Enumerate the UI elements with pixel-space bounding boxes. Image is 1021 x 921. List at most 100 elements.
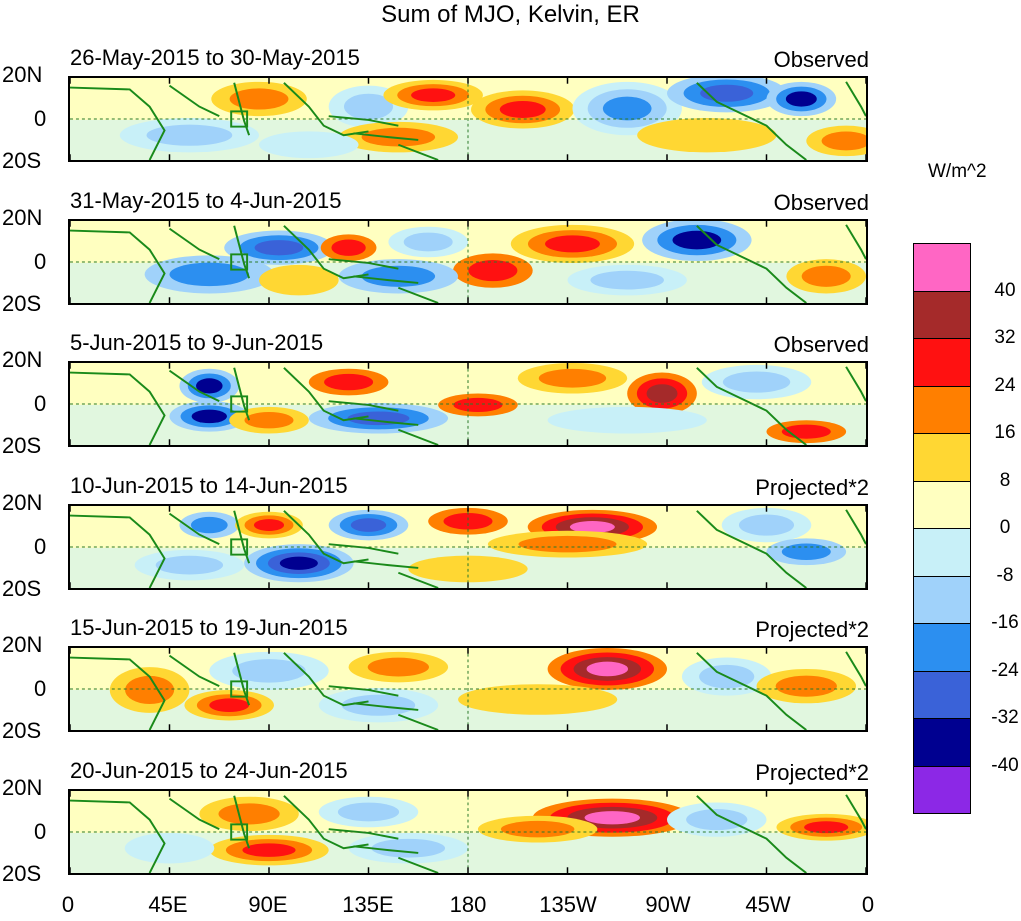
anomaly-contour xyxy=(242,843,296,857)
panel-date-range: 26-May-2015 to 30-May-2015 xyxy=(70,45,360,70)
anomaly-contour xyxy=(254,240,304,256)
y-tick-label: 20N xyxy=(2,62,43,87)
anomaly-contour xyxy=(584,811,640,825)
coastline xyxy=(328,115,419,141)
colorbar-segment xyxy=(913,385,971,434)
y-tick-label: 20N xyxy=(2,347,43,372)
panel-date-range: 31-May-2015 to 4-Jun-2015 xyxy=(70,188,342,213)
y-tick-label: 0 xyxy=(34,676,47,701)
coastline xyxy=(397,856,439,873)
panel-tag: Projected*2 xyxy=(755,617,869,642)
panel-tag: Observed xyxy=(773,47,869,72)
y-tick-label: 20N xyxy=(2,775,43,800)
reference-box xyxy=(230,110,249,128)
coastline xyxy=(168,369,220,402)
anomaly-contour xyxy=(801,265,851,287)
y-tick-label: 20S xyxy=(2,861,42,886)
coastline xyxy=(696,652,807,730)
anomaly-contour xyxy=(371,838,446,858)
colorbar-label: -8 xyxy=(996,564,1014,586)
colorbar-segment xyxy=(913,765,971,814)
y-tick-label: 20N xyxy=(2,205,43,230)
anomaly-map xyxy=(68,76,868,162)
y-tick-label: 20S xyxy=(2,576,42,601)
coastline xyxy=(397,428,439,445)
coastline xyxy=(70,371,166,445)
coastline xyxy=(283,367,369,422)
coastline xyxy=(70,656,166,730)
anomaly-field xyxy=(70,221,866,303)
coastline xyxy=(233,82,251,136)
chart-title: Sum of MJO, Kelvin, ER xyxy=(381,1,640,28)
x-tick-label: 180 xyxy=(449,892,487,917)
coastline xyxy=(845,651,866,687)
coastline xyxy=(283,795,369,850)
units-label: W/m^2 xyxy=(928,161,987,182)
anomaly-contour xyxy=(279,556,318,570)
coastline xyxy=(70,799,166,873)
map-panel: 31-May-2015 to 4-Jun-2015 Observed 20N 0 20S xyxy=(0,0,1021,315)
anomaly-contour xyxy=(785,91,817,107)
x-tick-label: 90W xyxy=(645,892,691,917)
reference-box xyxy=(230,395,249,413)
colorbar-label: 40 xyxy=(994,279,1016,301)
y-tick-label: 0 xyxy=(34,391,47,416)
y-tick-label: 20S xyxy=(2,291,42,316)
panel-tag: Projected*2 xyxy=(755,475,869,500)
anomaly-contour xyxy=(804,821,849,834)
anomaly-contour xyxy=(232,659,306,683)
x-tick-label: 0 xyxy=(61,892,75,917)
y-tick-label: 20S xyxy=(2,433,42,458)
anomaly-field xyxy=(70,791,866,873)
anomaly-contour xyxy=(545,235,600,253)
coastline xyxy=(328,543,419,569)
coastline xyxy=(168,797,220,830)
anomaly-contour xyxy=(403,232,453,252)
panel-date-range: 10-Jun-2015 to 14-Jun-2015 xyxy=(70,473,348,498)
colorbar-label: -40 xyxy=(991,754,1019,776)
colorbar-label: 8 xyxy=(999,469,1011,491)
anomaly-contour xyxy=(124,832,215,864)
anomaly-contour xyxy=(468,260,518,282)
anomaly-contour xyxy=(350,518,387,532)
coastline xyxy=(283,652,369,707)
anomaly-contour xyxy=(722,371,791,393)
panel-tag: Projected*2 xyxy=(755,760,869,785)
panel-date-range: 5-Jun-2015 to 9-Jun-2015 xyxy=(70,330,324,355)
anomaly-contour xyxy=(518,535,617,553)
coastline xyxy=(328,400,419,426)
colorbar-segment xyxy=(913,575,971,624)
anomaly-contour xyxy=(672,230,722,250)
y-tick-label: 20S xyxy=(2,718,42,743)
anomaly-contour xyxy=(253,519,285,532)
anomaly-contour xyxy=(686,809,748,831)
colorbar-label: 32 xyxy=(994,327,1016,348)
anomaly-contour xyxy=(344,93,393,120)
coastline xyxy=(845,224,866,260)
y-tick-label: 20N xyxy=(2,632,43,657)
reference-box xyxy=(230,538,249,556)
anomaly-contour xyxy=(125,675,175,705)
colorbar-label: -24 xyxy=(991,659,1019,681)
colorbar-segment xyxy=(913,480,971,529)
anomaly-contour xyxy=(337,802,400,822)
reference-box xyxy=(230,253,249,271)
x-tick-label: 0 xyxy=(861,892,875,917)
y-tick-label: 0 xyxy=(34,534,47,559)
y-tick-label: 0 xyxy=(34,106,47,131)
anomaly-field xyxy=(70,363,866,445)
colorbar xyxy=(913,243,971,814)
coastline xyxy=(696,225,807,303)
y-tick-label: 20N xyxy=(2,490,43,515)
anomaly-field xyxy=(70,78,866,160)
coastline xyxy=(168,227,220,260)
anomaly-contour xyxy=(361,265,436,287)
colorbar-label: -16 xyxy=(991,612,1019,633)
coastline xyxy=(328,258,419,284)
coastline xyxy=(233,510,251,564)
panel-date-range: 15-Jun-2015 to 19-Jun-2015 xyxy=(70,615,348,640)
anomaly-contour xyxy=(229,88,289,110)
coastline xyxy=(283,225,369,280)
anomaly-map xyxy=(68,361,868,447)
anomaly-contour xyxy=(538,368,607,388)
